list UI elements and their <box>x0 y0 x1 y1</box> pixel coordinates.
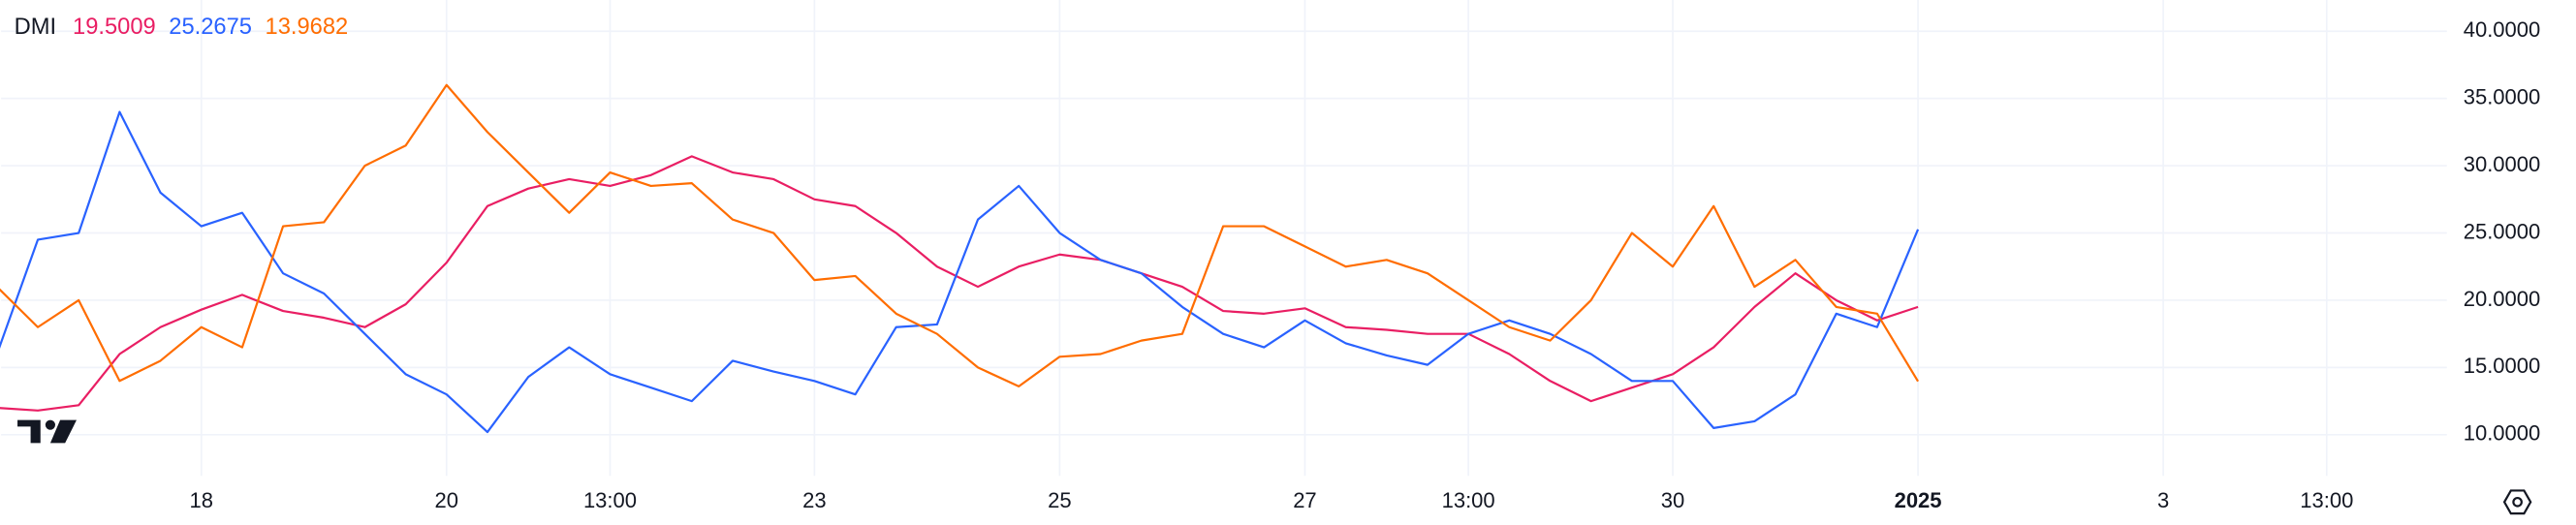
x-tick-label: 2025 <box>1895 488 1942 512</box>
x-tick-label: 13:00 <box>583 488 637 512</box>
series-line <box>0 110 1920 434</box>
y-tick-label: 10.0000 <box>2464 421 2541 446</box>
y-tick-label: 25.0000 <box>2464 219 2541 243</box>
x-tick-label: 3 <box>2157 488 2169 512</box>
y-tick-label: 20.0000 <box>2464 287 2541 311</box>
grid <box>1 0 2447 477</box>
x-tick-label: 27 <box>1293 488 1316 512</box>
tradingview-logo <box>17 419 78 444</box>
x-tick-label: 25 <box>1048 488 1071 512</box>
indicator-title: DMI <box>15 15 56 40</box>
y-tick-label: 15.0000 <box>2464 354 2541 378</box>
legend-value: 25.2675 <box>169 15 252 40</box>
plot <box>0 83 1920 434</box>
legend-value: 13.9682 <box>266 15 349 40</box>
x-tick-label: 20 <box>435 488 458 512</box>
legend-value: 19.5009 <box>73 15 156 40</box>
x-tick-label: 23 <box>802 488 826 512</box>
series-line <box>0 155 1919 412</box>
x-tick-label: 30 <box>1661 488 1684 512</box>
series-line <box>0 83 1920 387</box>
x-tick-label: 13:00 <box>1442 488 1495 512</box>
settings-button[interactable] <box>2502 489 2532 515</box>
x-tick-label: 18 <box>189 488 212 512</box>
y-tick-label: 40.0000 <box>2464 17 2541 42</box>
y-tick-label: 35.0000 <box>2464 84 2541 108</box>
y-tick-label: 30.0000 <box>2464 152 2541 176</box>
x-tick-label: 13:00 <box>2300 488 2353 512</box>
